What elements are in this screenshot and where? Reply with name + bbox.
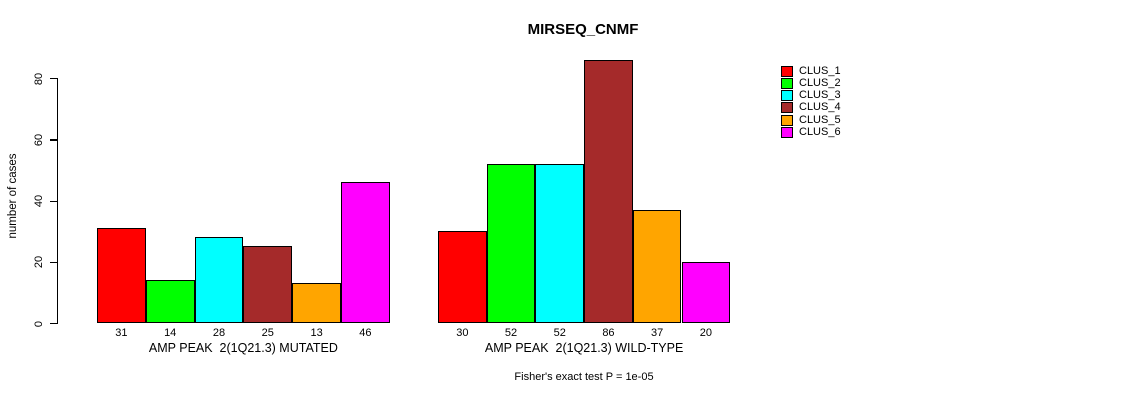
bar-clus_1-group2 (438, 231, 487, 323)
legend-label-clus_1: CLUS_1 (799, 64, 841, 77)
y-tick-label: 60 (33, 133, 45, 146)
chart-title: MIRSEQ_CNMF (527, 21, 639, 38)
bar-value-label: 37 (651, 327, 664, 339)
legend-swatch-clus_6 (781, 127, 793, 139)
y-tick-label: 0 (33, 320, 45, 327)
bar-clus_1-group1 (97, 228, 146, 323)
legend-swatch-clus_2 (781, 77, 793, 89)
bar-clus_3-group2 (535, 163, 585, 323)
bar-value-label: 30 (456, 327, 469, 339)
group-label: AMP PEAK 2(1Q21.3) MUTATED (148, 341, 338, 355)
annotation-fisher-test: Fisher's exact test P = 1e-05 (514, 371, 654, 383)
bar-value-label: 13 (310, 327, 323, 339)
legend-swatch-clus_1 (781, 65, 793, 77)
bar-value-label: 52 (553, 327, 566, 339)
bar-value-label: 25 (261, 327, 274, 339)
y-tick-mark (50, 78, 57, 80)
bar-value-label: 52 (504, 327, 518, 339)
legend-label-clus_6: CLUS_6 (799, 126, 841, 139)
legend-label-clus_5: CLUS_5 (799, 113, 841, 126)
y-tick-mark (50, 139, 57, 141)
bar-clus_4-group2 (584, 59, 633, 323)
bar-clus_5-group1 (292, 283, 341, 323)
y-tick-mark (50, 261, 57, 264)
y-tick-label: 80 (33, 72, 45, 85)
y-tick-label: 20 (33, 256, 45, 269)
bar-clus_5-group2 (632, 209, 682, 323)
bar-clus_2-group1 (145, 280, 195, 323)
bar-value-label: 31 (115, 327, 128, 339)
bar-clus_4-group1 (243, 246, 293, 323)
bar-clus_6-group2 (681, 261, 731, 323)
y-axis-label: number of cases (7, 153, 19, 239)
bar-clus_6-group1 (341, 182, 390, 323)
group-label: AMP PEAK 2(1Q21.3) WILD-TYPE (484, 341, 684, 355)
legend-label-clus_3: CLUS_3 (799, 89, 841, 102)
legend-swatch-clus_5 (781, 114, 793, 126)
bar-value-label: 20 (699, 327, 712, 339)
bar-value-label: 86 (602, 327, 615, 339)
bar-clus_2-group2 (486, 163, 536, 323)
bar-value-label: 46 (359, 327, 372, 339)
legend-swatch-clus_3 (781, 90, 793, 102)
bar-value-label: 28 (212, 327, 226, 339)
y-tick-mark (50, 323, 57, 325)
y-tick-mark (50, 200, 57, 202)
bar-clus_3-group1 (194, 237, 244, 323)
y-axis-line (57, 78, 59, 324)
bar-value-label: 14 (164, 327, 177, 339)
legend-label-clus_2: CLUS_2 (799, 76, 841, 89)
legend-label-clus_4: CLUS_4 (799, 101, 841, 114)
legend-swatch-clus_4 (781, 102, 793, 114)
y-tick-label: 40 (33, 194, 45, 208)
